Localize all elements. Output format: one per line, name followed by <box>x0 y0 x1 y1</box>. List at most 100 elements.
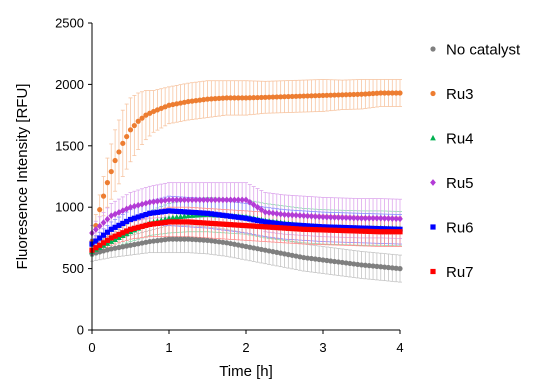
data-point <box>254 246 261 252</box>
data-point <box>170 208 176 214</box>
data-point <box>143 199 149 207</box>
data-point <box>347 214 353 222</box>
data-point <box>362 225 368 231</box>
data-point <box>273 210 280 217</box>
data-point <box>166 196 172 204</box>
data-point <box>289 211 296 219</box>
data-point <box>270 224 276 230</box>
data-point <box>297 222 303 228</box>
data-point <box>281 211 288 218</box>
data-point <box>358 228 365 234</box>
data-point <box>316 256 322 263</box>
data-point <box>131 202 138 210</box>
data-point <box>377 214 384 222</box>
legend-marker <box>430 179 436 186</box>
tick-labels-layer: 0 500 1000 1500 2000 2500 0 1 2 3 4 <box>55 16 404 356</box>
data-point <box>170 219 176 225</box>
data-point <box>300 212 307 220</box>
data-point <box>196 196 203 204</box>
data-point <box>139 240 145 246</box>
data-point <box>389 90 395 96</box>
data-point <box>189 98 195 104</box>
data-point <box>274 94 280 100</box>
data-point <box>170 101 176 108</box>
data-point <box>308 212 315 220</box>
data-point <box>366 91 372 97</box>
data-point <box>254 217 261 224</box>
data-point <box>108 168 114 175</box>
data-point <box>235 95 241 101</box>
data-point <box>127 203 134 211</box>
data-point <box>355 91 361 97</box>
data-point <box>362 262 368 268</box>
data-point <box>382 229 388 235</box>
data-point <box>328 227 334 233</box>
data-point <box>328 224 334 230</box>
data-point <box>135 201 142 209</box>
data-point <box>277 210 284 218</box>
data-point <box>397 215 403 223</box>
data-point <box>251 245 257 251</box>
data-point <box>351 261 357 267</box>
data-point <box>393 215 400 223</box>
data-point <box>204 196 211 204</box>
data-point <box>162 208 168 214</box>
data-point <box>354 214 361 222</box>
data-point <box>355 228 361 234</box>
data-point <box>227 196 234 204</box>
data-point <box>339 92 345 98</box>
data-point <box>158 197 165 205</box>
data-point <box>301 226 307 232</box>
data-point <box>358 91 365 97</box>
data-point <box>135 118 141 124</box>
data-point <box>231 222 238 228</box>
data-point <box>93 238 99 244</box>
data-point <box>108 235 114 241</box>
data-point <box>220 212 226 218</box>
data-point <box>262 219 268 225</box>
data-point <box>112 233 118 239</box>
data-point <box>228 213 234 219</box>
data-point <box>231 241 238 247</box>
x-tick-label: 1 <box>165 340 172 355</box>
data-point <box>151 238 157 244</box>
data-point <box>239 196 246 204</box>
data-point <box>93 223 99 229</box>
data-point <box>258 224 264 230</box>
data-point <box>243 95 249 101</box>
data-point <box>320 257 326 263</box>
data-point <box>397 90 403 96</box>
data-point <box>173 196 180 204</box>
data-point <box>220 221 226 227</box>
y-tick-label: 2000 <box>55 77 84 92</box>
data-point <box>235 196 242 204</box>
data-point <box>339 224 345 231</box>
data-point <box>147 210 153 216</box>
data-point <box>328 92 334 98</box>
data-point <box>220 196 226 204</box>
data-point <box>239 215 245 221</box>
data-point <box>320 224 326 230</box>
legend-label: Ru4 <box>446 131 474 148</box>
data-point <box>258 206 265 214</box>
data-point <box>112 236 118 242</box>
data-point <box>393 90 399 96</box>
x-tick-label: 2 <box>242 340 249 355</box>
data-point <box>127 127 134 133</box>
data-point <box>154 209 161 215</box>
data-point <box>97 235 103 241</box>
data-point <box>347 228 353 234</box>
data-point <box>316 213 323 221</box>
data-point <box>139 200 145 208</box>
x-tick-label: 0 <box>88 340 95 355</box>
data-point <box>247 244 253 250</box>
data-point <box>351 225 357 231</box>
data-point <box>312 213 319 220</box>
data-point <box>193 219 199 226</box>
data-point <box>362 228 368 234</box>
data-point <box>201 237 207 243</box>
data-point <box>293 211 299 219</box>
data-point <box>301 254 307 261</box>
data-point <box>266 219 272 226</box>
